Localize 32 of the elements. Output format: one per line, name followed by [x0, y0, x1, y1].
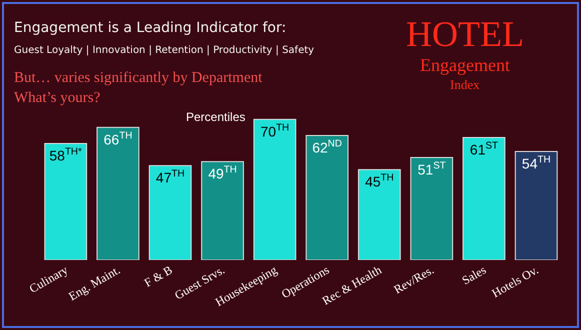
bar — [96, 126, 140, 260]
data-label: 61$^{ST}$ — [470, 140, 498, 158]
text: Index — [450, 77, 480, 92]
text: But… varies significantly by Department — [14, 70, 264, 86]
data-label: 58$^{TH*}$ — [49, 146, 82, 164]
data-label: 66$^{TH}$ — [104, 130, 132, 148]
text: Engagement — [420, 55, 510, 75]
text: What’s yours? — [14, 90, 101, 106]
bar — [514, 151, 558, 260]
text: HOTEL — [406, 14, 524, 54]
data-label: 49$^{TH}$ — [208, 164, 237, 182]
data-label: 62$^{ND}$ — [312, 138, 342, 156]
x-tick-label: Sales — [460, 262, 489, 288]
bar — [148, 165, 192, 260]
bar — [253, 118, 296, 260]
data-label: 45$^{TH}$ — [365, 172, 394, 190]
data-label: 54$^{TH}$ — [522, 154, 551, 172]
data-label: 70$^{TH}$ — [260, 122, 290, 140]
chart-subtitle: Guest Loyalty | Innovation | Retention | Productivity | Safety — [14, 45, 314, 56]
bar — [201, 161, 244, 260]
chart-title: Engagement is a Leading Indicator for: — [14, 20, 286, 36]
annotation: Percentiles — [186, 110, 246, 124]
bar — [410, 157, 454, 260]
x-tick-label: F & B — [142, 262, 175, 290]
data-label: 47$^{TH}$ — [156, 168, 185, 186]
data-label: 51$^{ST}$ — [418, 160, 446, 178]
bar — [306, 134, 349, 260]
bar — [44, 143, 88, 260]
x-tick-label: Hotels Ov. — [489, 262, 541, 300]
x-tick-label: Eng. Maint. — [66, 262, 122, 304]
bar — [462, 136, 506, 260]
bar — [358, 169, 401, 260]
